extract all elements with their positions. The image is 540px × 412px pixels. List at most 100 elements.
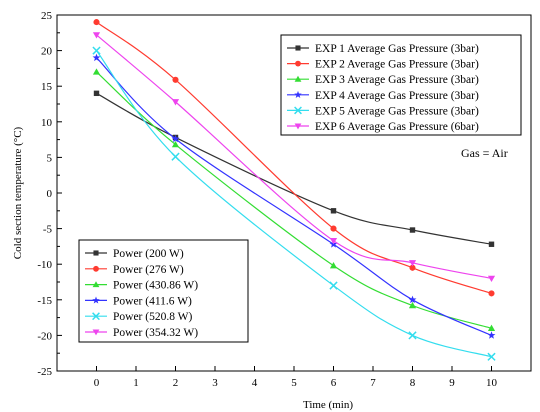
legend-label: EXP 2 Average Gas Pressure (3bar) bbox=[315, 59, 479, 71]
data-point bbox=[93, 90, 100, 97]
data-point bbox=[329, 262, 338, 269]
x-tick-label: 6 bbox=[331, 377, 337, 389]
data-point bbox=[488, 290, 495, 297]
y-tick-label: 25 bbox=[41, 10, 53, 22]
y-tick-label: -10 bbox=[37, 259, 52, 271]
legend-label: Power (520.8 W) bbox=[113, 311, 192, 323]
data-point bbox=[329, 238, 338, 245]
legend-swatch-marker bbox=[294, 123, 302, 130]
data-point bbox=[408, 331, 417, 340]
legend-swatch-marker bbox=[92, 329, 100, 336]
data-point bbox=[408, 260, 417, 267]
legend-entry: EXP 3 Average Gas Pressure (3bar) bbox=[287, 74, 479, 86]
legend-entry: Power (200 W) bbox=[85, 248, 184, 260]
data-point bbox=[330, 225, 337, 232]
y-tick-label: 20 bbox=[41, 46, 53, 58]
data-point bbox=[92, 68, 101, 75]
series-line bbox=[96, 50, 492, 358]
legend-entry: EXP 2 Average Gas Pressure (3bar) bbox=[287, 59, 479, 71]
data-point bbox=[487, 331, 496, 339]
data-point bbox=[488, 241, 495, 247]
series-line bbox=[96, 34, 492, 280]
x-tick-label: 7 bbox=[370, 377, 376, 389]
legend-label: EXP 5 Average Gas Pressure (3bar) bbox=[315, 105, 479, 117]
data-point bbox=[92, 32, 101, 39]
data-point bbox=[409, 227, 416, 233]
legend-swatch-marker bbox=[93, 265, 99, 272]
series-5 bbox=[92, 46, 496, 361]
data-point bbox=[487, 324, 496, 331]
legend-label: Power (276 W) bbox=[113, 264, 184, 276]
data-series bbox=[92, 19, 496, 361]
legend-swatch-marker bbox=[93, 250, 99, 256]
legend-entry: EXP 5 Average Gas Pressure (3bar) bbox=[287, 105, 479, 117]
legend-power: Power (200 W) Power (276 W) Power (430.86 … bbox=[78, 239, 249, 343]
legend-swatch-marker bbox=[294, 106, 302, 115]
legend-label: Power (411.6 W) bbox=[113, 295, 192, 307]
legend-swatch-marker bbox=[294, 90, 302, 98]
legend-swatch-marker bbox=[294, 75, 302, 82]
axis-ticks: -25 -20 -15 -10 -5 0 5 10 15 20 25 0 1 2 3 4 5 6 7 8 9 10 bbox=[37, 10, 497, 389]
x-tick-label: 3 bbox=[212, 377, 218, 389]
x-tick-label: 10 bbox=[486, 377, 498, 389]
series-2 bbox=[93, 19, 495, 297]
x-tick-label: 5 bbox=[291, 377, 297, 389]
data-point bbox=[171, 99, 180, 106]
legend-label: EXP 6 Average Gas Pressure (6bar) bbox=[315, 121, 479, 133]
series-3 bbox=[92, 68, 496, 331]
data-point bbox=[408, 295, 417, 304]
series-line bbox=[96, 71, 492, 329]
data-point bbox=[171, 140, 180, 148]
x-tick-label: 9 bbox=[449, 377, 455, 389]
series-line bbox=[96, 21, 492, 294]
y-tick-label: 5 bbox=[47, 152, 53, 164]
x-tick-label: 8 bbox=[410, 377, 416, 389]
y-tick-label: 0 bbox=[47, 188, 53, 200]
legend-label: Power (430.86 W) bbox=[113, 280, 198, 292]
y-tick-label: -15 bbox=[37, 295, 52, 307]
legend-swatch-marker bbox=[92, 296, 100, 304]
legend-entry: Power (520.8 W) bbox=[85, 311, 192, 323]
data-point bbox=[92, 46, 101, 55]
legend-box bbox=[280, 34, 522, 136]
legend-entry: Power (430.86 W) bbox=[85, 280, 198, 292]
legend-swatch-marker bbox=[295, 60, 301, 67]
legend-entry: EXP 6 Average Gas Pressure (6bar) bbox=[287, 121, 479, 133]
x-tick-label: 2 bbox=[173, 377, 179, 389]
x-axis-label: Time (min) bbox=[303, 399, 353, 411]
y-tick-label: -5 bbox=[43, 224, 53, 236]
legend-label: EXP 1 Average Gas Pressure (3bar) bbox=[315, 43, 479, 55]
legend-swatch-marker bbox=[92, 312, 100, 321]
y-tick-label: 10 bbox=[41, 117, 53, 129]
series-6 bbox=[92, 32, 496, 283]
y-tick-label: -25 bbox=[37, 366, 52, 378]
legend-label: Power (200 W) bbox=[113, 248, 184, 260]
x-tick-label: 1 bbox=[133, 377, 139, 389]
data-point bbox=[93, 19, 100, 26]
data-point bbox=[171, 134, 180, 143]
data-point bbox=[329, 281, 338, 290]
legend-entry: Power (354.32 W) bbox=[85, 327, 198, 339]
legend-label: EXP 4 Average Gas Pressure (3bar) bbox=[315, 90, 479, 102]
legend-label: EXP 3 Average Gas Pressure (3bar) bbox=[315, 74, 479, 86]
legend-experiments: EXP 1 Average Gas Pressure (3bar) EXP 2 A… bbox=[280, 34, 522, 136]
x-tick-label: 4 bbox=[252, 377, 258, 389]
y-tick-label: -20 bbox=[37, 330, 52, 342]
y-tick-label: 15 bbox=[41, 81, 53, 93]
y-axis-label: Cold section temperature (°C) bbox=[12, 126, 24, 259]
data-point bbox=[172, 76, 179, 83]
data-point bbox=[92, 53, 101, 62]
data-point bbox=[408, 301, 417, 309]
data-point bbox=[330, 208, 337, 214]
legend-label: Power (354.32 W) bbox=[113, 327, 198, 339]
legend-swatch-marker bbox=[295, 45, 301, 51]
series-line bbox=[96, 57, 492, 336]
gas-annotation: Gas = Air bbox=[461, 146, 508, 160]
legend-entry: Power (411.6 W) bbox=[85, 295, 192, 307]
data-point bbox=[487, 352, 496, 361]
legend-entry: EXP 1 Average Gas Pressure (3bar) bbox=[287, 43, 479, 55]
x-tick-label: 0 bbox=[94, 377, 100, 389]
data-point bbox=[171, 152, 180, 161]
data-point bbox=[409, 264, 416, 271]
